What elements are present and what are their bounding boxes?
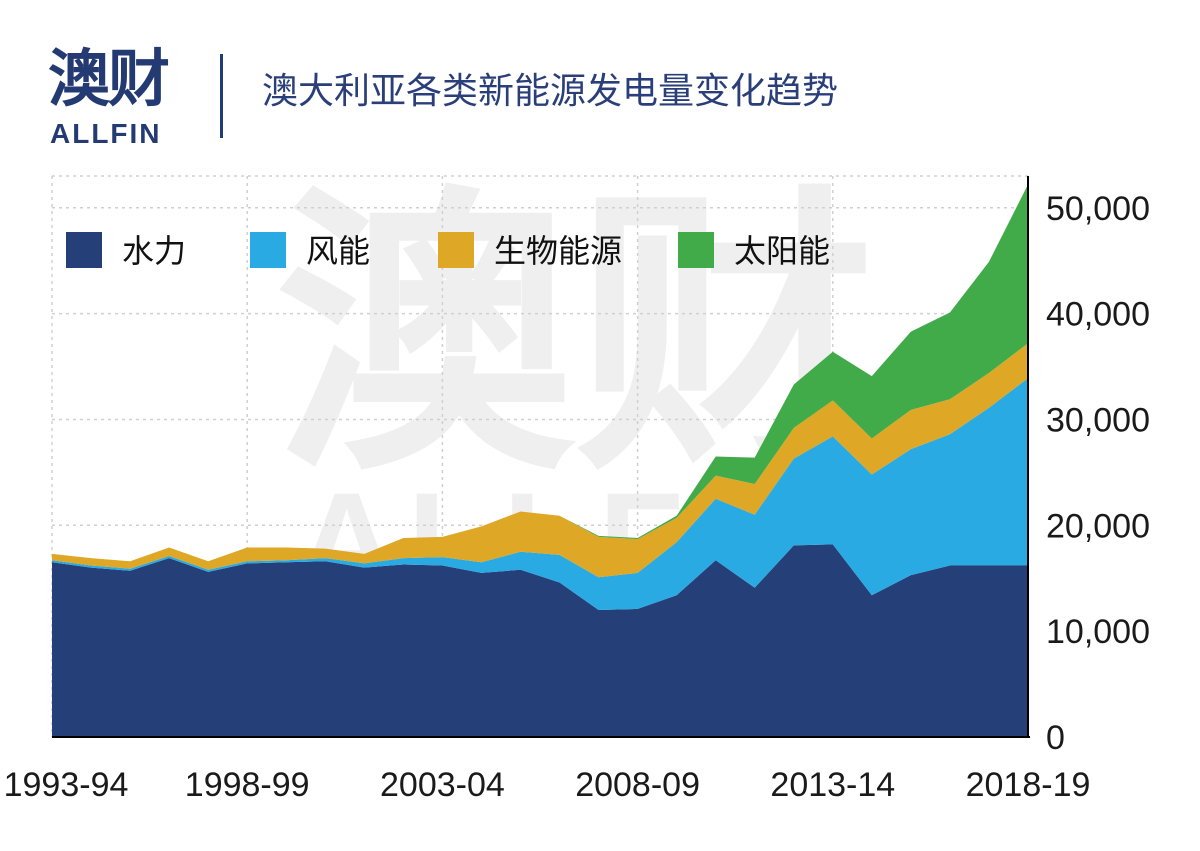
legend-swatch-生物能源 (438, 232, 474, 268)
chart-title: 澳大利亚各类新能源发电量变化趋势 (262, 71, 839, 112)
y-tick-label: 20,000 (1046, 507, 1150, 545)
legend-label-生物能源: 生物能源 (494, 232, 622, 270)
area-水力 (52, 544, 1028, 737)
x-tick-label: 2018-19 (966, 766, 1091, 804)
y-tick-label: 50,000 (1046, 190, 1150, 228)
legend-swatch-太阳能 (678, 232, 714, 268)
y-tick-label: 0 (1046, 719, 1065, 757)
area-风能 (52, 378, 1028, 610)
area-太阳能 (52, 184, 1028, 562)
legend-swatch-风能 (250, 232, 286, 268)
area-series (52, 184, 1028, 737)
legend-label-风能: 风能 (306, 232, 370, 270)
y-axis-tick-labels: 0 10,000 20,000 30,000 40,000 50,000 (1046, 190, 1150, 757)
x-tick-label: 2008-09 (575, 766, 700, 804)
legend-swatch-水力 (66, 232, 102, 268)
area-生物能源 (52, 343, 1028, 578)
logo-english-text: ALLFIN (50, 118, 162, 149)
y-tick-label: 30,000 (1046, 401, 1150, 439)
x-tick-label: 1993-94 (4, 766, 129, 804)
x-axis-tick-labels: 1993-94 1998-99 2003-04 2008-09 2013-14 2018-… (4, 766, 1091, 804)
logo-chinese-text: 澳财 (48, 42, 170, 115)
y-tick-label: 40,000 (1046, 296, 1150, 334)
allfin-logo: 澳财 ALLFIN (48, 42, 188, 152)
y-tick-label: 10,000 (1046, 613, 1150, 651)
x-tick-label: 2013-14 (770, 766, 895, 804)
x-tick-label: 1998-99 (185, 766, 310, 804)
axes (52, 176, 1030, 738)
legend-label-太阳能: 太阳能 (734, 232, 830, 270)
legend-label-水力: 水力 (122, 232, 186, 270)
x-tick-label: 2003-04 (380, 766, 505, 804)
legend: 水力 风能 生物能源 太阳能 (66, 232, 830, 270)
header-divider (220, 54, 223, 138)
